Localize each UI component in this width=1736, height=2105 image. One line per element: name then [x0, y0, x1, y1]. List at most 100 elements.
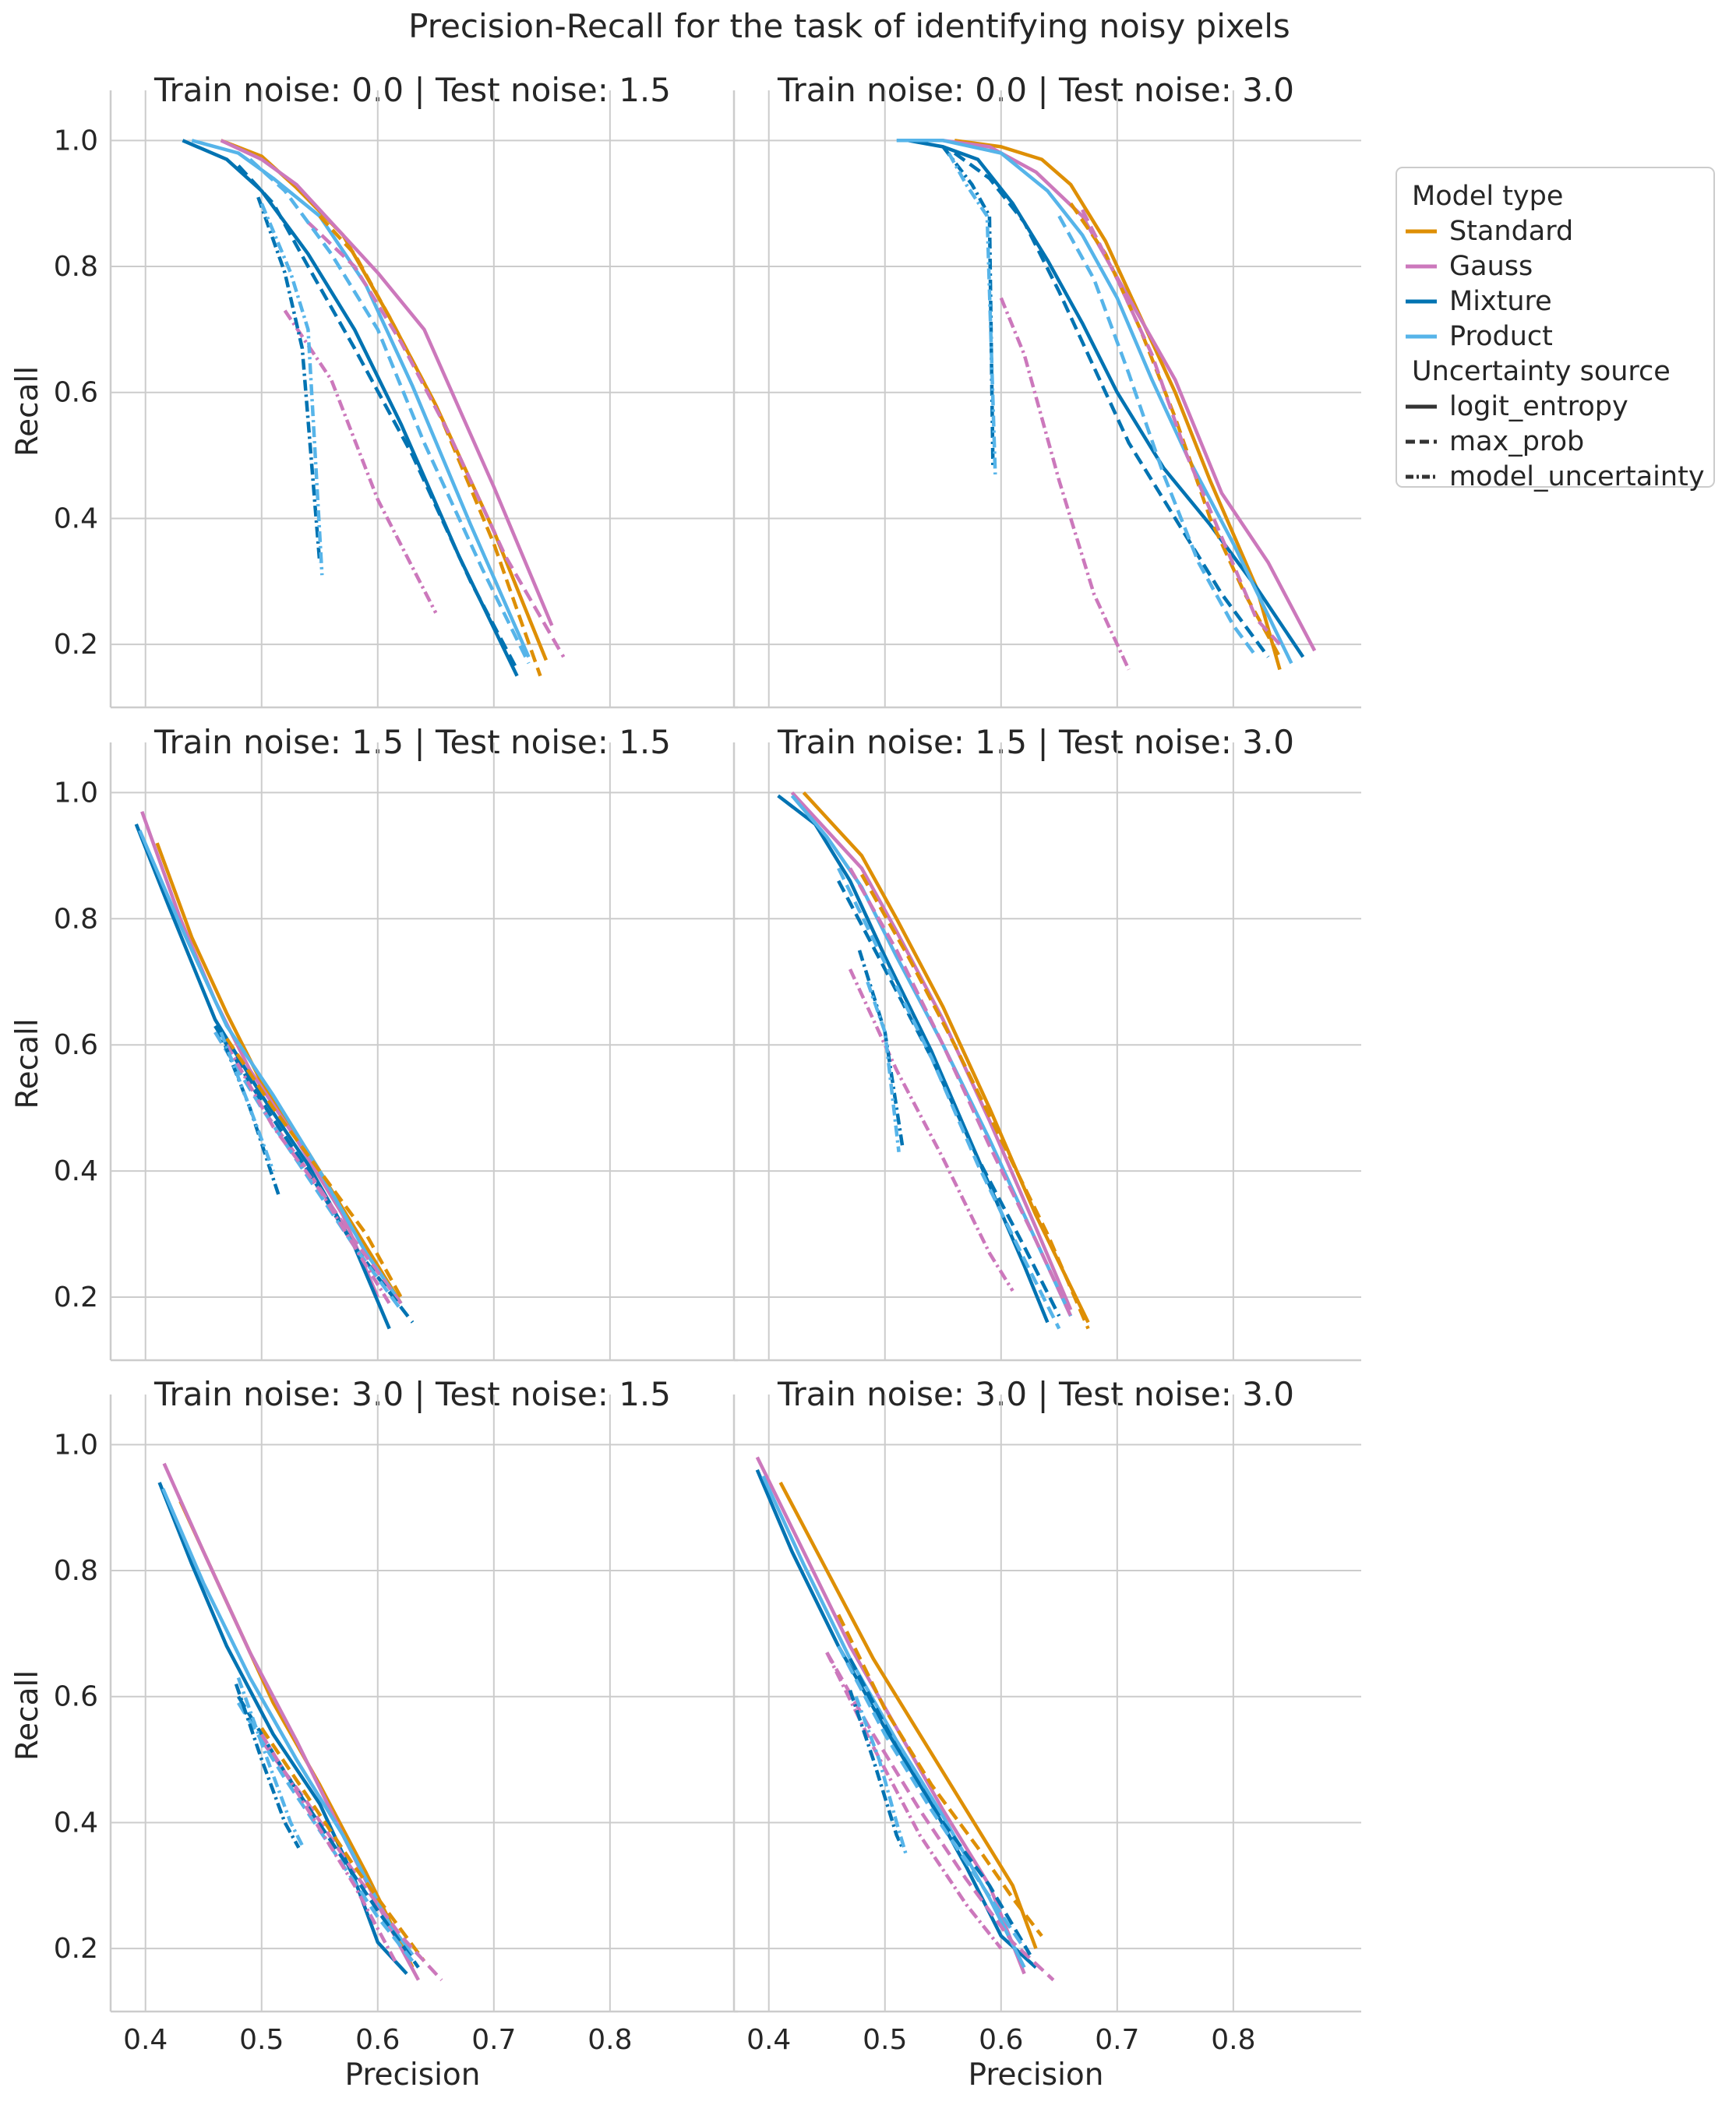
y-tick-label: 0.6	[54, 1029, 98, 1061]
figure-title: Precision-Recall for the task of identif…	[408, 7, 1290, 45]
series-product-model-uncertainty	[219, 1031, 275, 1172]
series-gauss-model-uncertainty	[225, 1044, 391, 1305]
series-mixture-max-prob	[237, 164, 519, 671]
y-tick-label: 0.2	[54, 1933, 98, 1965]
panel-title: Train noise: 1.5 | Test noise: 1.5	[153, 723, 671, 761]
legend-label-model-uncertainty: model_uncertainty	[1449, 461, 1705, 492]
x-tick-label: 0.6	[979, 2024, 1023, 2056]
panel-4: Train noise: 1.5 | Test noise: 3.0	[732, 723, 1361, 1362]
panel-title: Train noise: 0.0 | Test noise: 1.5	[153, 71, 671, 109]
x-tick-label: 0.4	[746, 2024, 791, 2056]
y-tick-label: 0.4	[54, 502, 98, 534]
series-product-max-prob	[837, 867, 1061, 1330]
series-product-logit-entropy	[138, 830, 403, 1305]
series-product-max-prob	[837, 1645, 1026, 1950]
series-standard-max-prob	[259, 1726, 426, 1962]
series-gauss-max-prob	[1081, 209, 1282, 646]
series-standard-max-prob	[837, 1613, 1043, 1938]
panel-1: Train noise: 0.0 | Test noise: 1.5 0.2 0.4…	[10, 71, 738, 709]
series-gauss-model-uncertainty	[283, 309, 438, 614]
y-tick-label: 0.8	[54, 251, 98, 283]
series-gauss-max-prob	[259, 1739, 443, 1982]
series-mixture-model-uncertainty	[848, 1689, 905, 1849]
y-tick-label: 0.2	[54, 629, 98, 661]
y-tick-label: 0.8	[54, 1555, 98, 1587]
x-tick-label: 0.8	[1211, 2024, 1255, 2056]
panel-title: Train noise: 3.0 | Test noise: 3.0	[777, 1375, 1294, 1413]
y-tick-label: 0.4	[54, 1155, 98, 1187]
panel-6: Train noise: 3.0 | Test noise: 3.0 0.4 0.5…	[732, 1375, 1361, 2093]
x-tick-label: 0.7	[1095, 2024, 1139, 2056]
series-mixture-model-uncertainty	[857, 950, 905, 1147]
legend-model-title: Model type	[1412, 181, 1563, 212]
series-gauss-logit-entropy	[220, 139, 554, 626]
series-gauss-max-prob	[849, 867, 1073, 1317]
series-mixture-logit-entropy	[157, 1482, 408, 1976]
legend: Model type Standard Gauss Mixture Product Unc…	[1396, 167, 1715, 492]
series-mixture-logit-entropy	[908, 139, 1305, 658]
y-tick-label: 0.6	[54, 1681, 98, 1713]
series-standard-max-prob	[225, 1037, 403, 1299]
panel-2: Train noise: 0.0 | Test noise: 3.0	[732, 71, 1361, 709]
series-standard-logit-entropy	[155, 842, 403, 1305]
series-gauss-model-uncertainty	[848, 968, 1014, 1292]
y-tick-label: 1.0	[54, 125, 98, 157]
series-standard-logit-entropy	[778, 1481, 1038, 1949]
series-product-logit-entropy	[896, 139, 1293, 665]
series-product-model-uncertainty	[854, 1695, 908, 1855]
legend-label-max-prob: max_prob	[1449, 426, 1584, 457]
series-mixture-max-prob	[849, 1658, 1032, 1956]
legend-label-logit-entropy: logit_entropy	[1449, 391, 1628, 422]
legend-label-product: Product	[1449, 321, 1553, 352]
y-tick-label: 0.6	[54, 377, 98, 409]
series-gauss-model-uncertainty	[259, 1733, 397, 1962]
panel-title: Train noise: 3.0 | Test noise: 1.5	[153, 1375, 671, 1413]
series-product-model-uncertainty	[866, 981, 901, 1153]
x-tick-label: 0.8	[587, 2024, 632, 2056]
series-standard-logit-entropy	[954, 139, 1282, 671]
series-gauss-model-uncertainty	[999, 297, 1131, 671]
y-axis-label: Recall	[10, 366, 45, 457]
x-tick-label: 0.5	[863, 2024, 907, 2056]
y-tick-label: 0.8	[54, 903, 98, 935]
series-gauss-logit-entropy	[942, 139, 1317, 652]
x-tick-label: 0.7	[471, 2024, 516, 2056]
series-product-max-prob	[1057, 215, 1258, 658]
series-product-logit-entropy	[191, 139, 531, 658]
y-tick-label: 1.0	[54, 1429, 98, 1461]
legend-label-mixture: Mixture	[1449, 286, 1552, 317]
series-product-logit-entropy	[761, 1475, 1026, 1969]
panel-5: Train noise: 3.0 | Test noise: 1.5 0.2 0.4…	[10, 1375, 738, 2093]
series-mixture-max-prob	[953, 151, 1270, 658]
legend-label-standard: Standard	[1449, 216, 1573, 247]
panels: Train noise: 0.0 | Test noise: 1.5 0.2 0.4…	[10, 71, 1361, 2093]
y-axis-label: Recall	[10, 1670, 45, 1761]
series-mixture-model-uncertainty	[234, 1683, 301, 1849]
panel-title: Train noise: 1.5 | Test noise: 3.0	[777, 723, 1294, 761]
series-mixture-logit-entropy	[182, 139, 519, 677]
series-product-max-prob	[249, 157, 531, 665]
panel-title: Train noise: 0.0 | Test noise: 3.0	[777, 71, 1294, 109]
y-axis-label: Recall	[10, 1018, 45, 1109]
series-product-model-uncertainty	[259, 203, 324, 576]
x-axis-label: Precision	[344, 2057, 480, 2093]
series-product-max-prob	[213, 1031, 403, 1311]
panel-3: Train noise: 1.5 | Test noise: 1.5 0.2 0.4…	[10, 723, 738, 1362]
series-standard-max-prob	[859, 873, 1090, 1330]
legend-label-gauss: Gauss	[1449, 251, 1533, 282]
series-product-model-uncertainty	[947, 152, 997, 474]
series-product-model-uncertainty	[236, 1677, 305, 1849]
y-tick-label: 0.4	[54, 1807, 98, 1839]
series-mixture-model-uncertainty	[941, 146, 995, 468]
y-tick-label: 1.0	[54, 777, 98, 809]
legend-box	[1396, 167, 1715, 488]
series-product-logit-entropy	[161, 1488, 415, 1956]
series-mixture-logit-entropy	[777, 794, 1050, 1324]
legend-source-title: Uncertainty source	[1412, 356, 1671, 387]
x-tick-label: 0.5	[239, 2024, 284, 2056]
y-tick-label: 0.2	[54, 1282, 98, 1313]
x-axis-label: Precision	[968, 2057, 1103, 2093]
x-tick-label: 0.4	[123, 2024, 168, 2056]
series-mixture-max-prob	[236, 1695, 420, 1969]
